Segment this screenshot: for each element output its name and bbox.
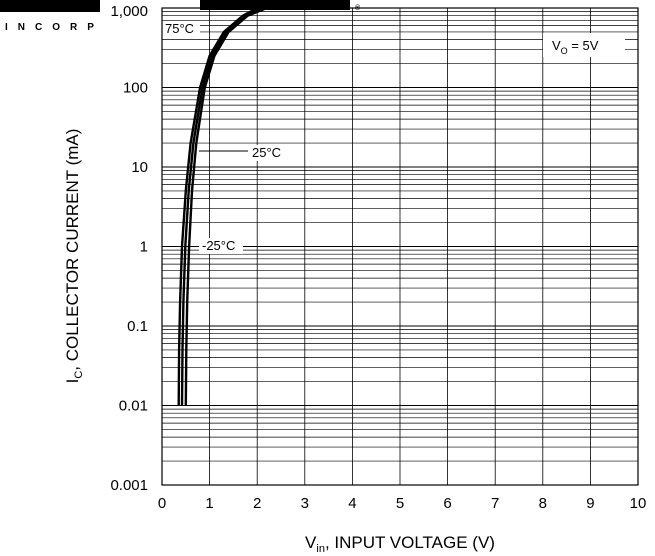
x-tick-label: 9 bbox=[586, 495, 594, 512]
logo-bar-1 bbox=[0, 0, 100, 12]
x-tick-label: 1 bbox=[205, 495, 213, 512]
series-line--25C bbox=[184, 6, 268, 406]
logo-letter-strip: I N C O R P bbox=[5, 22, 94, 33]
series-layer bbox=[177, 6, 268, 406]
y-tick-label: 0.001 bbox=[110, 477, 148, 494]
plot-frame bbox=[161, 7, 639, 486]
x-tick-label: 10 bbox=[630, 495, 647, 512]
y-tick-label: 10 bbox=[131, 159, 148, 176]
series-line-75C bbox=[177, 6, 258, 406]
label-25c: 25°C bbox=[252, 145, 281, 160]
x-tick-label: 4 bbox=[348, 495, 356, 512]
y-axis-label: IC, COLLECTOR CURRENT (mA) bbox=[63, 129, 85, 384]
label-75c-bg bbox=[162, 21, 200, 37]
condition-bg bbox=[543, 33, 625, 57]
x-tick-label: 8 bbox=[539, 495, 547, 512]
x-tick-label: 7 bbox=[491, 495, 499, 512]
x-tick-label: 6 bbox=[443, 495, 451, 512]
label-25c-bg bbox=[249, 145, 291, 161]
x-tick-label: 0 bbox=[158, 495, 166, 512]
x-tick-label: 2 bbox=[253, 495, 261, 512]
y-tick-label: 0.01 bbox=[119, 398, 148, 415]
y-tick-label: 0.1 bbox=[127, 318, 148, 335]
y-tick-label: 100 bbox=[123, 80, 148, 97]
x-tick-label: 3 bbox=[301, 495, 309, 512]
x-axis-label: Vin, INPUT VOLTAGE (V) bbox=[305, 533, 495, 555]
series-line-25C bbox=[180, 6, 263, 406]
label-neg25c-bg bbox=[199, 238, 243, 254]
label-75c: 75°C bbox=[165, 21, 194, 36]
y-tick-label: 1,000 bbox=[110, 3, 148, 20]
label-neg25c: -25°C bbox=[202, 238, 235, 253]
x-tick-label: 5 bbox=[396, 495, 404, 512]
tick-labels: 0 1 2 3 4 5 6 7 8 9 10 0.001 0.01 0.1 1 10 100 1,000 bbox=[110, 3, 646, 512]
logo-bar-2 bbox=[200, 0, 350, 10]
y-tick-label: 1 bbox=[140, 239, 148, 256]
annotations: 75°C25°C-25°CVO = 5V bbox=[162, 21, 625, 254]
